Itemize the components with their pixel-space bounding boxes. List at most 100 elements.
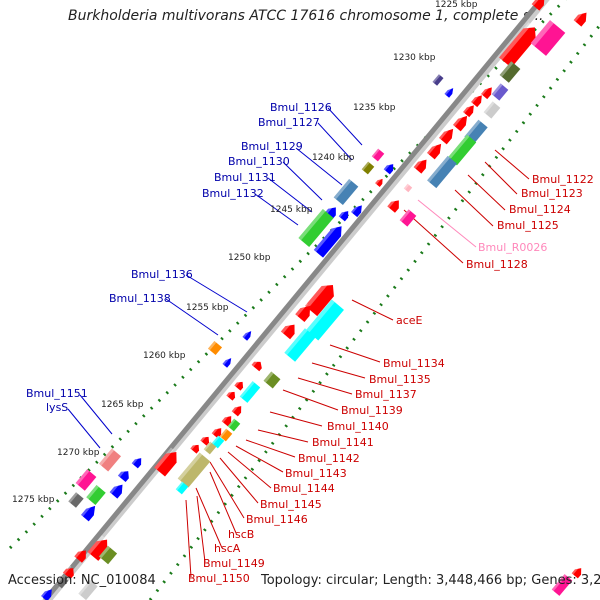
gene-feature [499, 61, 521, 83]
gene-feature [413, 156, 427, 174]
gene-feature [55, 575, 69, 589]
gene-feature [361, 161, 375, 175]
kbp-tick-label: 1230 kbp [393, 53, 436, 63]
left-gene-labels: Bmul_1126 Bmul_1127 Bmul_1129 Bmul_1130 Bmul… [26, 101, 332, 414]
gene-feature [200, 434, 210, 446]
gene-label: lysS [46, 401, 68, 414]
gene-label: Bmul_1136 [131, 268, 193, 281]
gene-label: Bmul_1143 [285, 467, 347, 480]
gene-feature [263, 371, 281, 389]
gene-label: Bmul_1122 [532, 173, 594, 186]
topology-text: Topology: circular; Length: 3,448,466 bp… [261, 573, 600, 588]
map-title: Burkholderia multivorans ATCC 17616 chro… [68, 8, 544, 24]
gene-feature [313, 222, 342, 258]
kbp-tick-labels: 1225 kbp 1230 kbp 1235 kbp 1240 kbp 1245 kbp… [12, 0, 478, 505]
gene-feature [81, 502, 96, 522]
gene-label: Bmul_1135 [369, 373, 431, 386]
gene-label: Bmul_1140 [327, 420, 389, 433]
gene-feature [571, 565, 582, 579]
gene-feature [295, 302, 311, 322]
gene-feature [399, 209, 417, 227]
gene-feature [154, 447, 177, 477]
gene-label: Bmul_R0026 [478, 241, 547, 254]
gene-feature [306, 299, 344, 341]
gene-label: Bmul_1141 [312, 436, 374, 449]
gene-label: Bmul_1150 [188, 572, 250, 585]
gene-label: Bmul_1145 [260, 498, 322, 511]
gene-feature [304, 279, 334, 317]
gene-label: Bmul_1123 [521, 187, 583, 200]
gene-feature [427, 155, 457, 189]
gene-label: Bmul_1144 [273, 482, 335, 495]
gene-label: Bmul_1138 [109, 292, 171, 305]
gene-feature [351, 202, 362, 218]
kbp-tick-label: 1235 kbp [353, 103, 396, 113]
gene-feature [403, 183, 413, 193]
gene-feature [375, 177, 383, 187]
gene-feature [207, 340, 223, 356]
gene-feature [432, 74, 444, 86]
gene-feature [109, 481, 123, 499]
gene-feature [203, 441, 217, 455]
rna-leader-line [417, 199, 477, 248]
gene-feature [190, 442, 200, 454]
gene-label: Bmul_1139 [341, 404, 403, 417]
gene-feature [62, 564, 74, 580]
gene-label: Bmul_1124 [509, 203, 571, 216]
gene-feature [227, 418, 241, 432]
gene-feature [177, 452, 211, 488]
kbp-tick-label: 1245 kbp [270, 205, 313, 215]
gene-feature [551, 574, 573, 596]
gene-label: Bmul_1129 [241, 140, 303, 153]
gene-feature [211, 435, 225, 449]
gene-label: hscB [228, 528, 254, 541]
kbp-tick-label: 1260 kbp [143, 351, 186, 361]
gene-label: Bmul_1125 [497, 219, 559, 232]
gene-feature [221, 413, 232, 427]
gene-feature [41, 586, 52, 600]
backbone [43, 0, 545, 600]
gene-feature [499, 22, 536, 68]
kbp-tick-label: 1225 kbp [435, 0, 478, 10]
gene-label: Bmul_1142 [298, 452, 360, 465]
gene-label: Bmul_1127 [258, 116, 320, 129]
right-leader-lines [185, 149, 530, 578]
gene-feature [222, 356, 232, 368]
gene-label: Bmul_1149 [203, 557, 265, 570]
gene-feature [231, 403, 242, 417]
gene-label: Bmul_1146 [246, 513, 308, 526]
gene-feature [98, 448, 122, 472]
gene-feature [481, 84, 492, 100]
gene-feature [284, 328, 316, 362]
gene-feature [280, 320, 295, 340]
gene-label: aceE [396, 314, 423, 327]
gene-feature [427, 140, 442, 160]
inner-tick-ring [148, 24, 600, 600]
gene-feature [463, 102, 474, 118]
kbp-tick-label: 1275 kbp [12, 495, 55, 505]
gene-feature [86, 485, 106, 505]
gene-feature [175, 481, 189, 495]
gene-feature [573, 9, 587, 27]
gene-label: Bmul_1130 [228, 155, 290, 168]
gene-feature [131, 455, 142, 469]
gene-feature [219, 428, 233, 442]
gene-feature [226, 389, 236, 401]
gene-feature [234, 379, 244, 391]
gene-feature [447, 134, 477, 166]
accession-text: Accession: NC_010084 [8, 573, 156, 588]
gene-feature [333, 178, 359, 206]
gene-feature [242, 329, 252, 341]
gene-feature [211, 425, 222, 439]
gene-feature [68, 492, 84, 508]
gene-feature [383, 161, 394, 175]
gene-feature [387, 197, 399, 213]
gene-label: Bmul_1151 [26, 387, 88, 400]
gene-label: Bmul_1131 [214, 171, 276, 184]
gene-label: Bmul_1132 [202, 187, 264, 200]
gene-feature [75, 469, 97, 491]
gene-feature [453, 112, 468, 132]
gene-label: Bmul_1137 [355, 388, 417, 401]
